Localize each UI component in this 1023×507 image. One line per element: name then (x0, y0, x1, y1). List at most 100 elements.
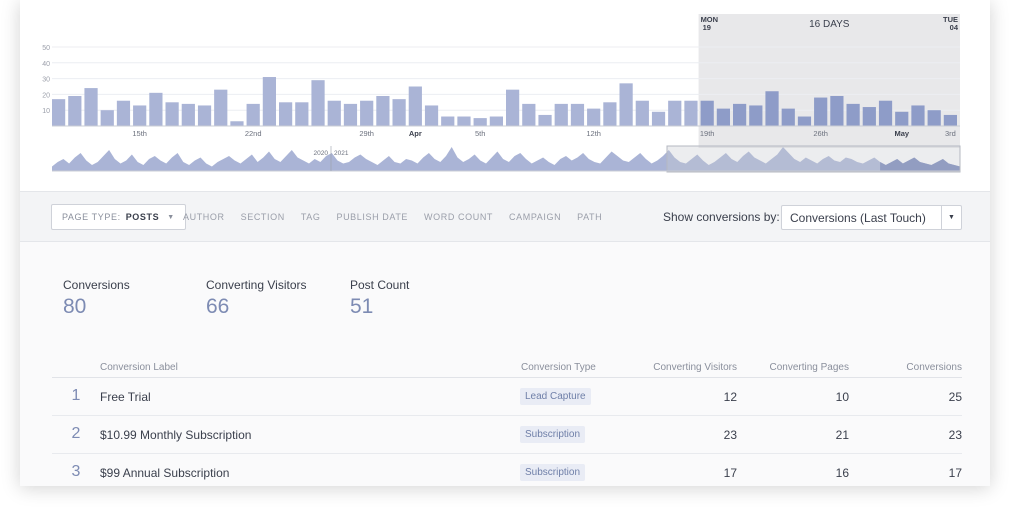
chart-bar[interactable] (408, 86, 422, 127)
chart-bar[interactable] (797, 116, 812, 126)
chart-bar[interactable] (587, 108, 601, 126)
chart-bar[interactable] (424, 105, 439, 126)
chart-bar[interactable] (295, 102, 309, 126)
chart-bar[interactable] (733, 103, 747, 126)
caret-down-icon: ▼ (167, 213, 175, 221)
chart-bar[interactable] (846, 103, 860, 126)
chart-bar[interactable] (473, 118, 487, 126)
chart-bar[interactable] (246, 103, 260, 126)
table-row[interactable]: 3 $99 Annual Subscription Subscription 1… (52, 454, 962, 486)
header-conversion-type[interactable]: Conversion Type (521, 362, 596, 373)
tab-section[interactable]: SECTION (240, 212, 285, 222)
chart-bar[interactable] (635, 100, 649, 126)
chart-bar[interactable] (506, 89, 520, 126)
conversion-type-badge: Subscription (520, 464, 586, 481)
chart-bar[interactable] (68, 95, 82, 126)
chart-bar[interactable] (603, 102, 617, 126)
chart-bar[interactable] (895, 111, 909, 126)
chart-bar[interactable] (927, 110, 941, 126)
chart-bar[interactable] (765, 91, 779, 126)
x-tick-label: 19th (700, 129, 715, 138)
chart-bar[interactable] (943, 114, 957, 126)
caret-down-icon[interactable]: ▼ (941, 206, 961, 229)
conversion-bar-chart[interactable]: 50 40 30 20 10 15th 22nd 29th Apr 5th 12th 19th 26th… (20, 0, 990, 192)
chart-bar[interactable] (52, 99, 66, 126)
chart-bar[interactable] (100, 110, 114, 126)
selection-range-overlay[interactable] (698, 14, 960, 148)
tab-campaign[interactable]: CAMPAIGN (509, 212, 562, 222)
chart-bar[interactable] (716, 108, 730, 126)
page-type-dropdown[interactable]: PAGE TYPE: POSTS ▼ (51, 204, 186, 230)
chart-bar[interactable] (279, 102, 293, 126)
year-label: 2021 (334, 150, 349, 157)
year-label: 2020 (314, 150, 329, 157)
chart-bar[interactable] (116, 100, 131, 126)
stat-converting-visitors: Converting Visitors 66 (206, 278, 307, 319)
chart-bar[interactable] (749, 105, 763, 126)
chart-bar[interactable] (441, 116, 455, 126)
chart-bar[interactable] (327, 100, 341, 126)
chart-bar[interactable] (554, 103, 568, 126)
tab-path[interactable]: PATH (577, 212, 603, 222)
chart-bar[interactable] (230, 121, 244, 126)
table-row[interactable]: 2 $10.99 Monthly Subscription Subscripti… (52, 416, 962, 454)
chart-bar[interactable] (181, 103, 195, 126)
chart-bar[interactable] (392, 99, 406, 126)
overview-window-handle[interactable] (666, 145, 961, 173)
header-conversions[interactable]: Conversions (906, 362, 962, 373)
stat-label: Converting Visitors (206, 278, 307, 292)
chart-bar[interactable] (830, 95, 844, 126)
show-conversions-label: Show conversions by: (663, 210, 780, 224)
x-tick-label: 12th (586, 129, 601, 138)
stat-post-count: Post Count 51 (350, 278, 409, 319)
chart-bar[interactable] (133, 105, 147, 126)
overview-area (52, 147, 960, 171)
table-row[interactable]: 1 Free Trial Lead Capture 12 10 25 (52, 378, 962, 416)
chart-bar[interactable] (214, 89, 228, 126)
chart-bar[interactable] (651, 111, 666, 126)
chart-bar[interactable] (668, 100, 682, 126)
chart-bar[interactable] (814, 97, 828, 126)
chart-bar[interactable] (781, 108, 795, 126)
chart-bar[interactable] (376, 95, 390, 126)
chart-bar[interactable] (149, 92, 163, 126)
row-label[interactable]: Free Trial (100, 390, 151, 404)
row-conversions: 17 (948, 466, 962, 480)
chart-area: 50 40 30 20 10 15th 22nd 29th Apr 5th 12th 19th 26th… (20, 0, 990, 192)
chart-bar[interactable] (262, 77, 276, 126)
header-conversion-label[interactable]: Conversion Label (100, 362, 178, 373)
row-index: 3 (71, 463, 81, 480)
chart-bar[interactable] (570, 103, 585, 126)
conversion-model-select[interactable]: Conversions (Last Touch) ▼ (781, 205, 962, 230)
chart-bar[interactable] (311, 80, 325, 126)
chart-bar[interactable] (197, 105, 212, 126)
tab-tag[interactable]: TAG (300, 212, 321, 222)
chart-bar[interactable] (911, 105, 925, 126)
chart-bar[interactable] (878, 100, 893, 126)
chart-bar[interactable] (700, 100, 714, 126)
conversion-type-badge: Lead Capture (520, 388, 591, 405)
chart-bar[interactable] (360, 100, 374, 126)
chart-bar[interactable] (84, 88, 98, 126)
chart-bar[interactable] (684, 100, 698, 126)
selection-start-day: MON (701, 15, 719, 24)
chart-bar[interactable] (619, 83, 633, 126)
header-converting-pages[interactable]: Converting Pages (769, 362, 850, 373)
row-label[interactable]: $99 Annual Subscription (100, 466, 230, 480)
x-tick-label: 3rd (945, 129, 956, 138)
chart-bar[interactable] (862, 107, 876, 126)
chart-bar[interactable] (522, 103, 536, 126)
tab-author[interactable]: AUTHOR (183, 212, 225, 222)
chart-bar[interactable] (457, 116, 471, 126)
chart-bar[interactable] (538, 114, 552, 126)
chart-bar[interactable] (489, 116, 503, 126)
row-label[interactable]: $10.99 Monthly Subscription (100, 428, 252, 442)
chart-bar[interactable] (165, 102, 179, 126)
dimension-tabs: AUTHOR SECTION TAG PUBLISH DATE WORD COU… (183, 204, 618, 230)
tab-publish-date[interactable]: PUBLISH DATE (336, 212, 409, 222)
x-tick-label: 15th (132, 129, 147, 138)
header-converting-visitors[interactable]: Converting Visitors (653, 362, 737, 373)
tab-word-count[interactable]: WORD COUNT (424, 212, 494, 222)
y-tick-label: 20 (42, 92, 50, 99)
chart-bar[interactable] (343, 103, 358, 126)
